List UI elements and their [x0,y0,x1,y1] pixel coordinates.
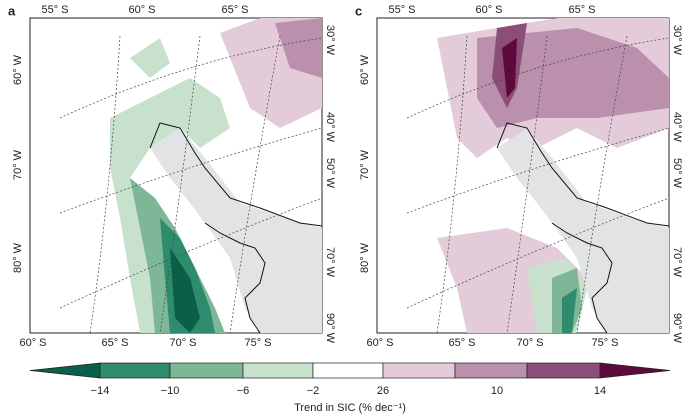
top-coordinate-label: 65° S [221,4,248,16]
left-coordinate-label: 60° W [359,54,371,85]
right-coordinate-label: 50° W [324,158,336,189]
colorbar-tick-label: 10 [491,385,503,397]
colorbar-segment [242,362,314,379]
right-coordinate-label: 40° W [671,112,683,143]
top-coordinate-label: 55° S [388,4,415,16]
bottom-coordinate-label: 65° S [101,337,128,349]
right-coordinate-label: 70° W [671,247,683,278]
top-coordinate-label: 65° S [568,4,595,16]
left-coordinate-label: 70° W [12,149,24,180]
bottom-coordinate-label: 70° S [169,337,196,349]
right-coordinate-label: 30° W [324,25,336,56]
colorbar-tick-label: −14 [91,385,110,397]
left-coordinate-label: 60° W [12,54,24,85]
colorbar-segment [526,362,601,379]
top-coordinate-label: 60° S [128,4,155,16]
bottom-coordinate-label: 75° S [244,337,271,349]
left-coordinate-label: 80° W [12,242,24,273]
bottom-coordinate-label: 60° S [366,337,393,349]
bottom-coordinate-label: 60° S [19,337,46,349]
panel-a-map [29,17,323,334]
right-coordinate-label: 40° W [324,112,336,143]
colorbar-tick-label: 14 [594,385,606,397]
colorbar: −14 −10 −6 −2 26 10 14 Trend in SIC (% dec⁻¹) [29,362,671,414]
colorbar-segment [312,362,384,379]
colorbar-segment [29,362,101,379]
top-coordinate-label: 55° S [41,4,68,16]
colorbar-segment [599,362,671,379]
colorbar-tick-label: −10 [161,385,180,397]
panel-label: a [8,3,16,18]
colorbar-tick-label: −2 [307,385,320,397]
top-coordinate-label: 60° S [475,4,502,16]
left-coordinate-label: 80° W [359,242,371,273]
right-coordinate-label: 50° W [671,158,683,189]
colorbar-segment [169,362,244,379]
colorbar-segment [382,362,456,379]
panel-c-map [376,17,670,334]
right-coordinate-label: 90° W [324,313,336,344]
colorbar-segment [454,362,528,379]
panel-label: c [355,3,362,18]
colorbar-segment [99,362,171,379]
colorbar-tick-label: −6 [237,385,250,397]
bottom-coordinate-label: 75° S [591,337,618,349]
right-coordinate-label: 70° W [324,247,336,278]
colorbar-tick-label: 26 [377,385,389,397]
right-coordinate-label: 90° W [671,313,683,344]
right-coordinate-label: 30° W [671,25,683,56]
bottom-coordinate-label: 70° S [516,337,543,349]
left-coordinate-label: 70° W [359,149,371,180]
bottom-coordinate-label: 65° S [448,337,475,349]
colorbar-label: Trend in SIC (% dec⁻¹) [294,402,406,414]
